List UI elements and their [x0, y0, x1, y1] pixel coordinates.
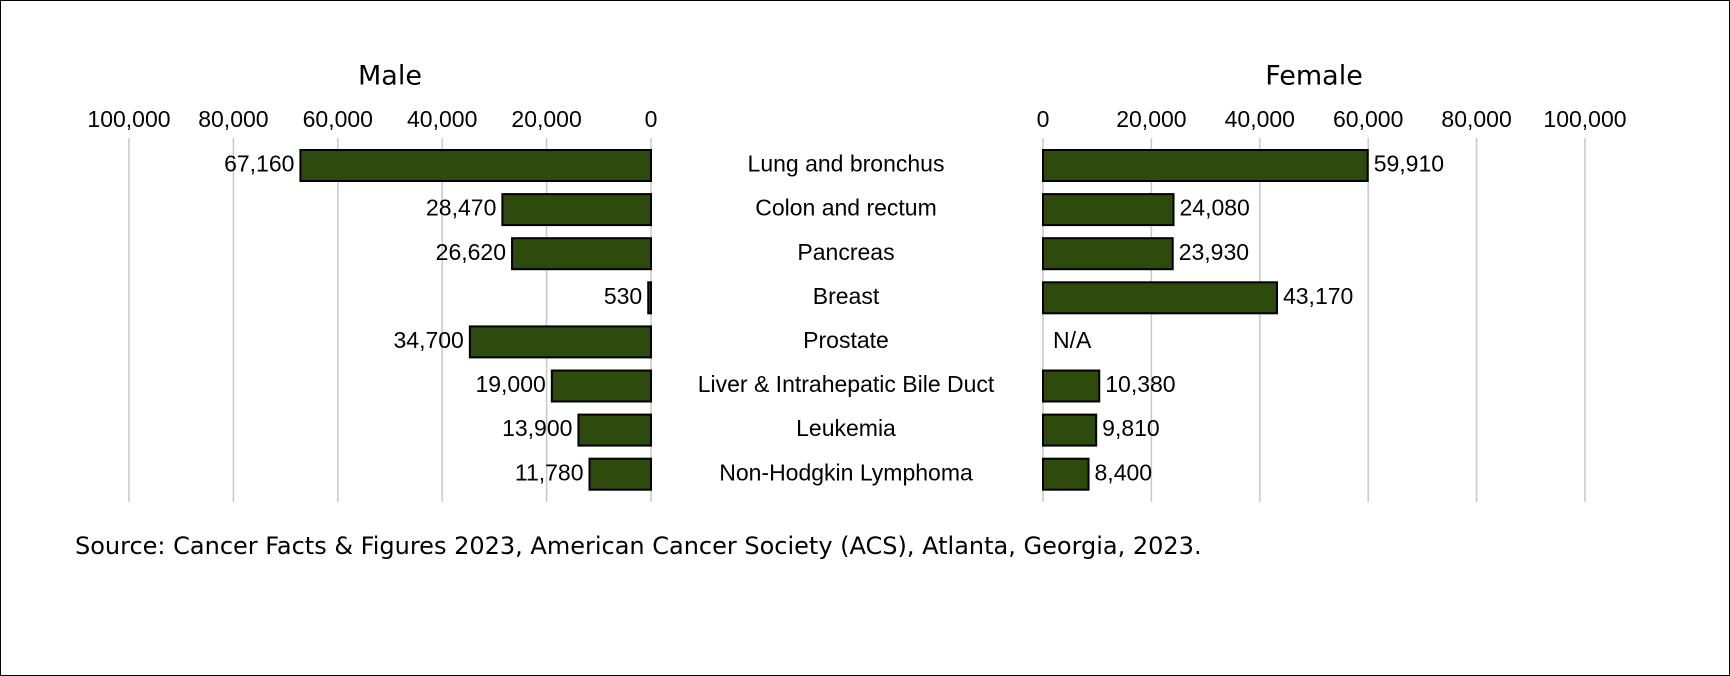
value-label: 19,000	[475, 371, 545, 397]
bar	[1042, 413, 1098, 447]
value-label: 28,470	[426, 195, 496, 221]
x-tick-label: 0	[645, 106, 658, 132]
value-label: N/A	[1053, 327, 1092, 353]
bar	[1042, 193, 1175, 227]
category-label: Colon and rectum	[755, 195, 937, 221]
value-label: 530	[604, 283, 642, 309]
bar	[1042, 237, 1174, 271]
value-label: 59,910	[1374, 151, 1444, 177]
x-tick-label: 20,000	[511, 106, 581, 132]
bar	[577, 413, 653, 447]
value-label: 26,620	[436, 239, 506, 265]
category-label: Pancreas	[797, 239, 894, 265]
bar	[1042, 457, 1090, 491]
value-label: 34,700	[394, 327, 464, 353]
bar	[299, 149, 652, 182]
value-label: 23,930	[1179, 239, 1249, 265]
value-label: 10,380	[1105, 371, 1175, 397]
bar	[588, 457, 653, 491]
bar	[468, 325, 652, 359]
category-label: Leukemia	[796, 415, 896, 441]
value-label: 24,080	[1180, 195, 1250, 221]
category-label: Lung and bronchus	[748, 151, 945, 177]
bar	[501, 193, 652, 227]
value-label: 8,400	[1095, 459, 1153, 485]
source-note: Source: Cancer Facts & Figures 2023, Ame…	[75, 532, 1202, 560]
bar	[511, 237, 652, 271]
x-tick-label: 60,000	[303, 106, 373, 132]
bar	[1042, 149, 1369, 182]
bar	[647, 281, 652, 315]
x-tick-label: 0	[1037, 106, 1050, 132]
x-tick-label: 80,000	[1441, 106, 1511, 132]
x-tick-label: 20,000	[1116, 106, 1186, 132]
panel-title: Female	[1265, 61, 1363, 92]
category-label: Prostate	[803, 327, 889, 353]
bar	[550, 369, 653, 403]
x-tick-label: 80,000	[198, 106, 268, 132]
value-label: 11,780	[515, 459, 584, 485]
value-label: 67,160	[224, 151, 294, 177]
x-tick-label: 100,000	[87, 106, 170, 132]
value-label: 9,810	[1102, 415, 1160, 441]
value-label: 13,900	[502, 415, 572, 441]
value-label: 43,170	[1283, 283, 1353, 309]
bar	[1042, 281, 1278, 315]
category-label: Breast	[813, 283, 880, 309]
x-tick-label: 100,000	[1543, 106, 1626, 132]
x-tick-label: 40,000	[407, 106, 477, 132]
panel-title: Male	[358, 61, 422, 92]
category-label: Liver & Intrahepatic Bile Duct	[698, 371, 995, 397]
x-tick-label: 40,000	[1225, 106, 1295, 132]
x-tick-label: 60,000	[1333, 106, 1403, 132]
category-label: Non-Hodgkin Lymphoma	[719, 459, 973, 485]
bar	[1042, 369, 1101, 403]
